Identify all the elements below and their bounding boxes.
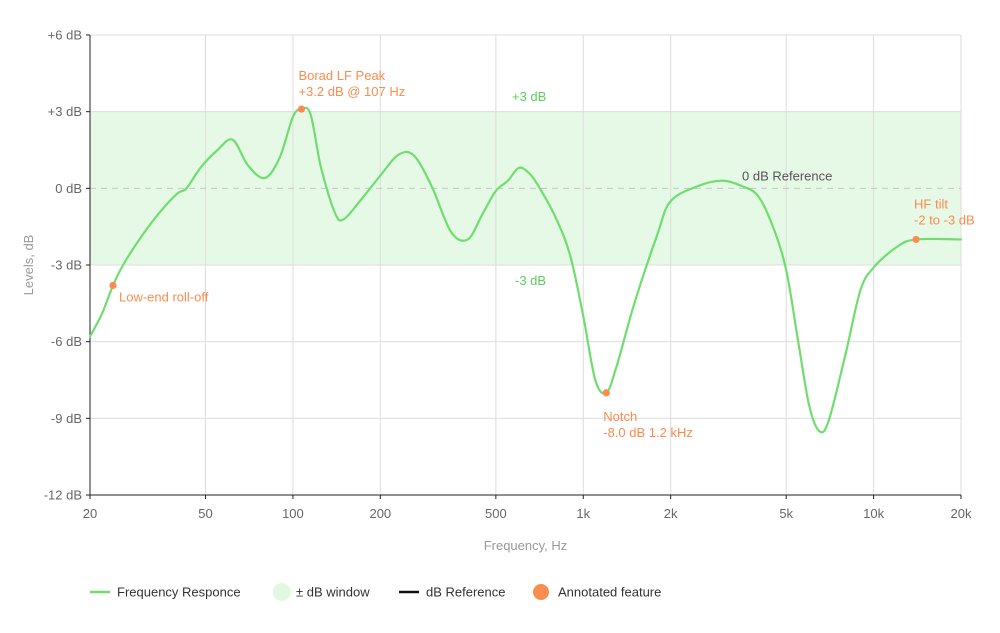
annotation-label: -2 to -3 dB [914,212,975,227]
annotations: Low-end roll-off Borad LF Peak+3.2 dB @ 1… [109,68,975,440]
reference-label: 0 dB Reference [742,168,832,183]
grid-lines [89,34,962,496]
annotation-label: -8.0 dB 1.2 kHz [603,425,693,440]
frequency-response-line [88,106,963,434]
annotation-label: Low-end roll-off [119,289,209,304]
legend-label: dB Reference [426,585,506,600]
annotation-point [109,281,117,290]
x-tick-label: 100 [282,506,304,521]
y-tick-label: -9 dB [51,411,82,426]
y-tick-label: -12 dB [44,488,82,503]
legend-label: Annotated feature [558,585,661,600]
annotation-point [297,105,306,113]
y-tick-label: -3 dB [51,258,82,273]
y-tick-label: 0 dB [55,181,82,196]
annotation-point [912,235,920,244]
annotation-label: +3.2 dB @ 107 Hz [298,84,405,99]
axis-titles: Frequency, Hz Levels, dB [21,235,567,553]
band-upper-label: +3 dB [512,89,546,104]
annotation-label: Notch [603,409,637,424]
legend-label: ± dB window [296,585,370,600]
y-tick-label: +3 dB [48,104,82,119]
x-tick-label: 10k [863,506,884,521]
x-tick-label: 500 [485,506,507,521]
x-tick-label: 1k [576,506,590,521]
y-tick-label: +6 dB [48,28,82,43]
legend-label: Frequency Responce [117,585,241,600]
x-tick-label: 2k [664,506,678,521]
x-tick-label: 20 [83,506,97,521]
y-tick-label: -6 dB [51,334,82,349]
legend-dot-swatch [533,584,549,600]
x-tick-label: 20k [951,506,972,521]
legend-band-swatch [273,583,291,601]
annotation-label: Borad LF Peak [298,68,385,83]
y-axis-title: Levels, dB [21,235,36,296]
x-axis-title: Frequency, Hz [484,538,568,553]
x-tick-label: 5k [779,506,793,521]
series-group [88,106,963,434]
reference-line-group: 0 dB Reference [90,168,961,189]
legend: Frequency Responce ± dB window dB Referenc… [90,583,661,601]
x-tick-label: 200 [369,506,391,521]
annotation-point [602,389,610,397]
x-tick-label: 50 [198,506,212,521]
band-lower-label: -3 dB [515,273,546,288]
annotation-label: HF tilt [914,196,948,211]
